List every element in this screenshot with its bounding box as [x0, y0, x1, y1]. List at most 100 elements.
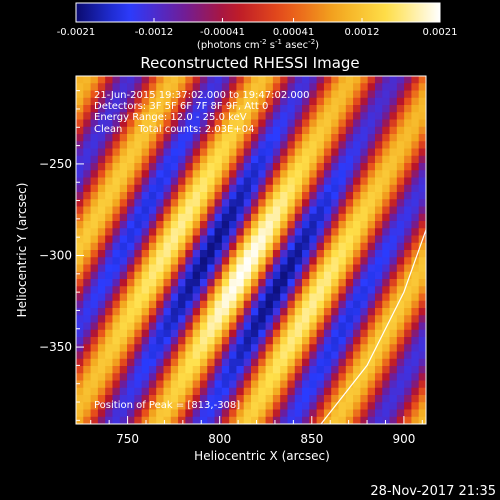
heatmap-cell	[251, 387, 259, 396]
heatmap-cell	[411, 300, 420, 309]
heatmap-cell	[331, 155, 340, 164]
heatmap-cell	[229, 76, 238, 84]
heatmap-cell	[396, 90, 405, 99]
heatmap-cell	[389, 126, 398, 135]
heatmap-cell	[185, 329, 194, 338]
heatmap-cell	[141, 155, 150, 164]
heatmap-cell	[331, 395, 340, 403]
heatmap-cell	[294, 308, 303, 316]
heatmap-cell	[353, 387, 361, 396]
heatmap-cell	[156, 373, 165, 382]
heatmap-cell	[251, 155, 259, 164]
heatmap-cell	[148, 387, 157, 396]
heatmap-cell	[382, 387, 391, 396]
heatmap-cell	[148, 163, 157, 171]
heatmap-cell	[221, 300, 230, 309]
heatmap-cell	[214, 322, 223, 331]
heatmap-cell	[323, 257, 332, 266]
heatmap-cell	[272, 83, 281, 92]
heatmap-cell	[199, 134, 208, 142]
heatmap-cell	[382, 366, 391, 374]
heatmap-cell	[221, 76, 230, 84]
heatmap-cell	[207, 206, 216, 215]
heatmap-cell	[156, 213, 165, 222]
heatmap-cell	[404, 402, 413, 411]
heatmap-cell	[316, 76, 325, 84]
heatmap-cell	[112, 308, 121, 316]
heatmap-cell	[265, 126, 274, 135]
heatmap-cell	[141, 264, 150, 273]
heatmap-cell	[294, 184, 303, 193]
heatmap-cell	[214, 126, 223, 135]
heatmap-cell	[185, 373, 194, 382]
heatmap-cell	[199, 112, 208, 121]
heatmap-cell	[90, 134, 99, 142]
heatmap-cell	[316, 192, 325, 200]
heatmap-cell	[411, 177, 420, 186]
heatmap-cell	[323, 373, 332, 382]
heatmap-cell	[76, 112, 84, 121]
heatmap-cell	[236, 344, 245, 353]
heatmap-cell	[178, 308, 186, 316]
heatmap-cell	[236, 199, 245, 208]
heatmap-cell	[374, 344, 383, 353]
heatmap-cell	[119, 112, 128, 121]
heatmap-cell	[382, 242, 391, 251]
heatmap-cell	[243, 242, 252, 251]
heatmap-cell	[221, 358, 230, 367]
heatmap-cell	[258, 155, 267, 164]
heatmap-cell	[331, 148, 340, 157]
heatmap-cell	[243, 409, 252, 418]
heatmap-cell	[178, 170, 186, 179]
heatmap-cell	[112, 366, 121, 374]
heatmap-cell	[287, 148, 296, 157]
heatmap-cell	[309, 199, 318, 208]
heatmap-cell	[331, 264, 340, 273]
heatmap-cell	[316, 257, 325, 266]
heatmap-cell	[316, 409, 325, 418]
heatmap-cell	[76, 155, 84, 164]
heatmap-cell	[323, 155, 332, 164]
heatmap-cell	[199, 76, 208, 84]
heatmap-cell	[214, 213, 223, 222]
heatmap-cell	[309, 351, 318, 360]
heatmap-cell	[287, 351, 296, 360]
heatmap-cell	[156, 76, 165, 84]
heatmap-cell	[418, 387, 426, 396]
heatmap-cell	[280, 170, 289, 179]
heatmap-cell	[280, 366, 289, 374]
heatmap-cell	[302, 293, 310, 302]
heatmap-cell	[411, 90, 420, 99]
heatmap-cell	[345, 148, 354, 157]
heatmap-cell	[331, 409, 340, 418]
heatmap-cell	[353, 177, 361, 186]
heatmap-cell	[272, 286, 281, 295]
heatmap-cell	[192, 97, 201, 106]
heatmap-cell	[331, 416, 340, 424]
heatmap-cell	[243, 141, 252, 150]
heatmap-cell	[148, 402, 157, 411]
heatmap-cell	[163, 242, 172, 251]
heatmap-cell	[236, 97, 245, 106]
unit-exp-2: -2	[308, 38, 315, 46]
heatmap-cell	[360, 402, 369, 411]
heatmap-cell	[367, 119, 376, 128]
heatmap-cell	[294, 373, 303, 382]
heatmap-cell	[280, 380, 289, 389]
heatmap-cell	[309, 250, 318, 258]
heatmap-cell	[141, 76, 150, 84]
heatmap-cell	[265, 235, 274, 244]
heatmap-cell	[338, 264, 347, 273]
heatmap-cell	[258, 177, 267, 186]
heatmap-cell	[323, 264, 332, 273]
heatmap-cell	[170, 271, 179, 280]
heatmap-cell	[302, 112, 310, 121]
heatmap-cell	[192, 83, 201, 92]
heatmap-cell	[214, 329, 223, 338]
heatmap-cell	[178, 380, 186, 389]
heatmap-cell	[141, 300, 150, 309]
heatmap-cell	[251, 300, 259, 309]
heatmap-cell	[214, 192, 223, 200]
heatmap-cell	[272, 177, 281, 186]
heatmap-cell	[207, 358, 216, 367]
